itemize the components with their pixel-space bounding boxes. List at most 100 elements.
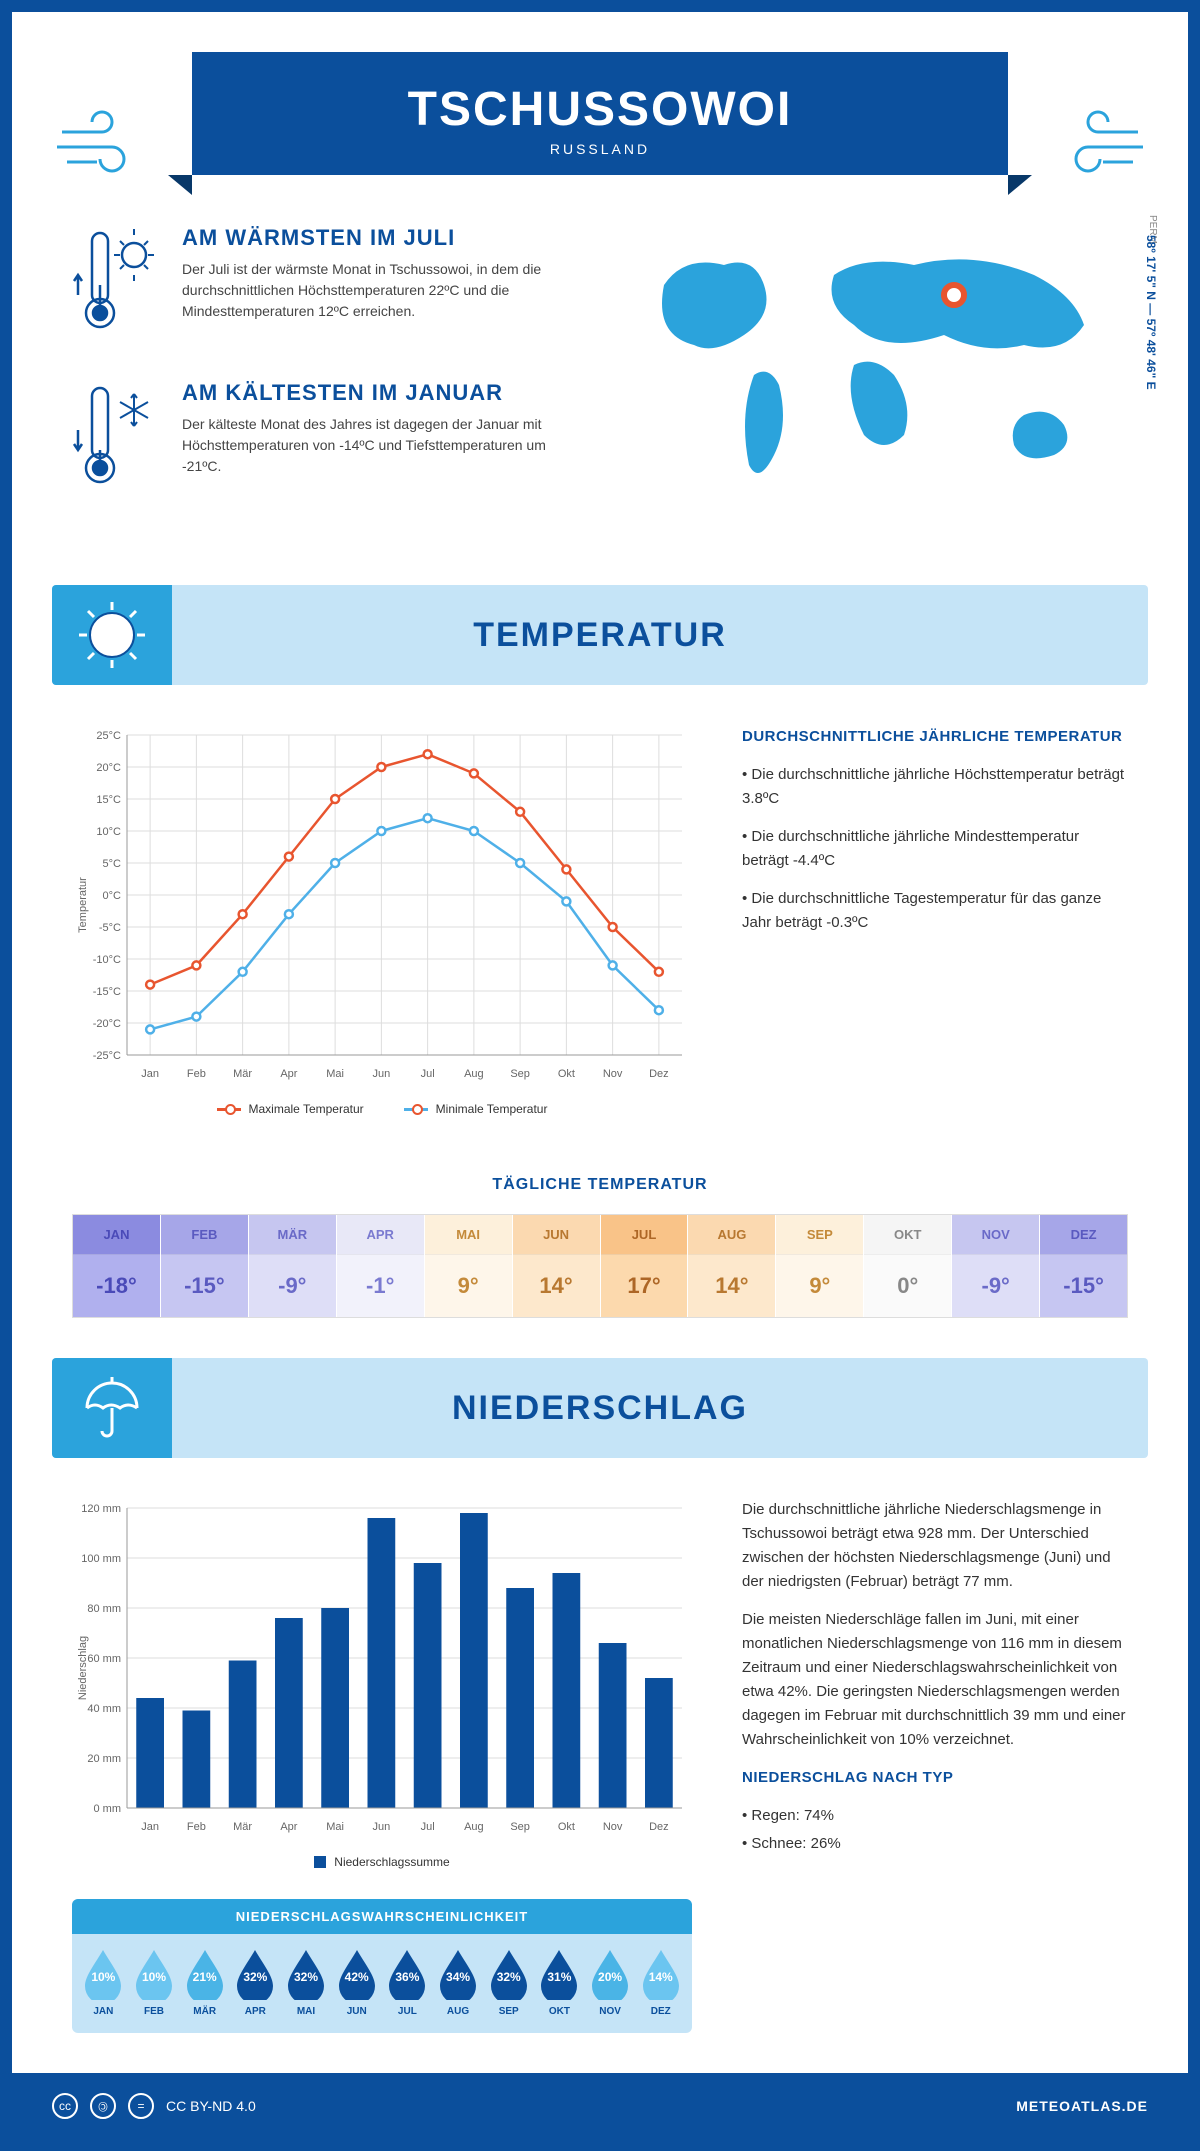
legend-max: Maximale Temperatur <box>249 1102 364 1116</box>
daily-temp-table: JAN -18° FEB -15° MÄR -9° APR -1° MAI 9°… <box>72 1214 1128 1318</box>
svg-text:15°C: 15°C <box>96 794 121 806</box>
temp-cell: NOV -9° <box>952 1215 1040 1317</box>
temp-cell: JUN 14° <box>513 1215 601 1317</box>
precip-rain: • Regen: 74% <box>742 1804 1128 1828</box>
warmest-block: AM WÄRMSTEN IM JULI Der Juli ist der wär… <box>72 225 580 340</box>
footer: cc 🄯 = CC BY-ND 4.0 METEOATLAS.DE <box>12 2073 1188 2139</box>
precipitation-header: NIEDERSCHLAG <box>52 1358 1148 1458</box>
precip-p2: Die meisten Niederschläge fallen im Juni… <box>742 1608 1128 1752</box>
temperature-title: TEMPERATUR <box>473 616 727 655</box>
prob-item: 21% MÄR <box>181 1948 228 2017</box>
coldest-title: AM KÄLTESTEN IM JANUAR <box>182 380 580 406</box>
legend-precip: Niederschlagssumme <box>334 1855 449 1869</box>
svg-text:40 mm: 40 mm <box>87 1703 121 1715</box>
annual-temp-b2: • Die durchschnittliche jährliche Mindes… <box>742 825 1128 873</box>
svg-text:Temperatur: Temperatur <box>77 877 89 933</box>
temperature-content: -25°C-20°C-15°C-10°C-5°C0°C5°C10°C15°C20… <box>12 685 1188 1156</box>
svg-text:Aug: Aug <box>464 1821 484 1833</box>
svg-text:60 mm: 60 mm <box>87 1653 121 1665</box>
svg-text:20 mm: 20 mm <box>87 1753 121 1765</box>
city-name: TSCHUSSOWOI <box>192 82 1008 137</box>
temp-cell: MAI 9° <box>425 1215 513 1317</box>
temp-cell: SEP 9° <box>776 1215 864 1317</box>
thermometer-snow-icon <box>72 380 162 495</box>
prob-item: 31% OKT <box>536 1948 583 2017</box>
sun-icon <box>52 585 172 685</box>
svg-text:Apr: Apr <box>280 1821 297 1833</box>
precip-legend: Niederschlagssumme <box>72 1855 692 1869</box>
svg-text:Sep: Sep <box>510 1821 530 1833</box>
coldest-text: Der kälteste Monat des Jahres ist dagege… <box>182 414 580 477</box>
svg-text:0°C: 0°C <box>103 890 122 902</box>
svg-text:-25°C: -25°C <box>93 1050 121 1062</box>
temp-cell: APR -1° <box>337 1215 425 1317</box>
svg-text:-15°C: -15°C <box>93 986 121 998</box>
nd-icon: = <box>128 2093 154 2119</box>
svg-text:20°C: 20°C <box>96 762 121 774</box>
world-map <box>620 225 1128 505</box>
prob-item: 32% APR <box>232 1948 279 2017</box>
svg-text:Jan: Jan <box>141 1821 159 1833</box>
probability-title: NIEDERSCHLAGSWAHRSCHEINLICHKEIT <box>72 1899 692 1934</box>
precipitation-content: 0 mm20 mm40 mm60 mm80 mm100 mm120 mmJanF… <box>12 1458 1188 2073</box>
temp-cell: AUG 14° <box>688 1215 776 1317</box>
svg-text:25°C: 25°C <box>96 730 121 742</box>
svg-text:0 mm: 0 mm <box>94 1803 122 1815</box>
temperature-header: TEMPERATUR <box>52 585 1148 685</box>
prob-item: 36% JUL <box>384 1948 431 2017</box>
svg-text:Okt: Okt <box>558 1068 575 1080</box>
warmest-text: Der Juli ist der wärmste Monat in Tschus… <box>182 259 580 322</box>
svg-text:-10°C: -10°C <box>93 954 121 966</box>
svg-text:Feb: Feb <box>187 1821 206 1833</box>
coordinates: 58º 17' 5" N — 57º 48' 46" E <box>1144 235 1158 390</box>
title-banner: TSCHUSSOWOI RUSSLAND <box>192 52 1008 175</box>
annual-temp-title: DURCHSCHNITTLICHE JÄHRLICHE TEMPERATUR <box>742 725 1128 749</box>
prob-item: 10% FEB <box>131 1948 178 2017</box>
legend-min: Minimale Temperatur <box>436 1102 548 1116</box>
svg-text:Niederschlag: Niederschlag <box>77 1636 89 1700</box>
temperature-line-chart: -25°C-20°C-15°C-10°C-5°C0°C5°C10°C15°C20… <box>72 725 692 1085</box>
precipitation-bar-chart: 0 mm20 mm40 mm60 mm80 mm100 mm120 mmJanF… <box>72 1498 692 1838</box>
temp-cell: JAN -18° <box>73 1215 161 1317</box>
page-frame: TSCHUSSOWOI RUSSLAND AM WÄRMSTEN IM JULI… <box>0 0 1200 2151</box>
temp-cell: OKT 0° <box>864 1215 952 1317</box>
wind-icon <box>1048 102 1148 182</box>
wind-icon <box>52 102 152 182</box>
svg-text:Jun: Jun <box>373 1068 391 1080</box>
svg-text:Jun: Jun <box>373 1821 391 1833</box>
temp-cell: MÄR -9° <box>249 1215 337 1317</box>
svg-text:Mai: Mai <box>326 1068 344 1080</box>
prob-item: 42% JUN <box>333 1948 380 2017</box>
temp-cell: JUL 17° <box>601 1215 689 1317</box>
umbrella-icon <box>52 1358 172 1458</box>
prob-item: 34% AUG <box>435 1948 482 2017</box>
svg-text:Sep: Sep <box>510 1068 530 1080</box>
svg-text:Dez: Dez <box>649 1821 669 1833</box>
site-name: METEOATLAS.DE <box>1016 2098 1148 2114</box>
license-text: CC BY-ND 4.0 <box>166 2098 256 2114</box>
precipitation-title: NIEDERSCHLAG <box>452 1389 748 1428</box>
svg-text:Jul: Jul <box>421 1821 435 1833</box>
svg-text:Jul: Jul <box>421 1068 435 1080</box>
thermometer-sun-icon <box>72 225 162 340</box>
svg-text:Aug: Aug <box>464 1068 484 1080</box>
svg-text:Mär: Mär <box>233 1821 252 1833</box>
svg-text:Okt: Okt <box>558 1821 575 1833</box>
precip-p1: Die durchschnittliche jährliche Niedersc… <box>742 1498 1128 1594</box>
probability-panel: NIEDERSCHLAGSWAHRSCHEINLICHKEIT 10% JAN … <box>72 1899 692 2033</box>
prob-item: 20% NOV <box>587 1948 634 2017</box>
intro-section: AM WÄRMSTEN IM JULI Der Juli ist der wär… <box>12 175 1188 565</box>
precip-type-title: NIEDERSCHLAG NACH TYP <box>742 1766 1128 1790</box>
daily-temp-title: TÄGLICHE TEMPERATUR <box>12 1176 1188 1194</box>
temp-legend: .legend-sw:nth-child(1)::after{border-co… <box>72 1102 692 1116</box>
annual-temp-b1: • Die durchschnittliche jährliche Höchst… <box>742 763 1128 811</box>
prob-item: 32% SEP <box>485 1948 532 2017</box>
svg-text:Jan: Jan <box>141 1068 159 1080</box>
svg-text:Mai: Mai <box>326 1821 344 1833</box>
svg-text:Mär: Mär <box>233 1068 252 1080</box>
svg-text:80 mm: 80 mm <box>87 1603 121 1615</box>
precip-snow: • Schnee: 26% <box>742 1832 1128 1856</box>
svg-text:Feb: Feb <box>187 1068 206 1080</box>
temp-cell: FEB -15° <box>161 1215 249 1317</box>
svg-text:120 mm: 120 mm <box>81 1503 121 1515</box>
